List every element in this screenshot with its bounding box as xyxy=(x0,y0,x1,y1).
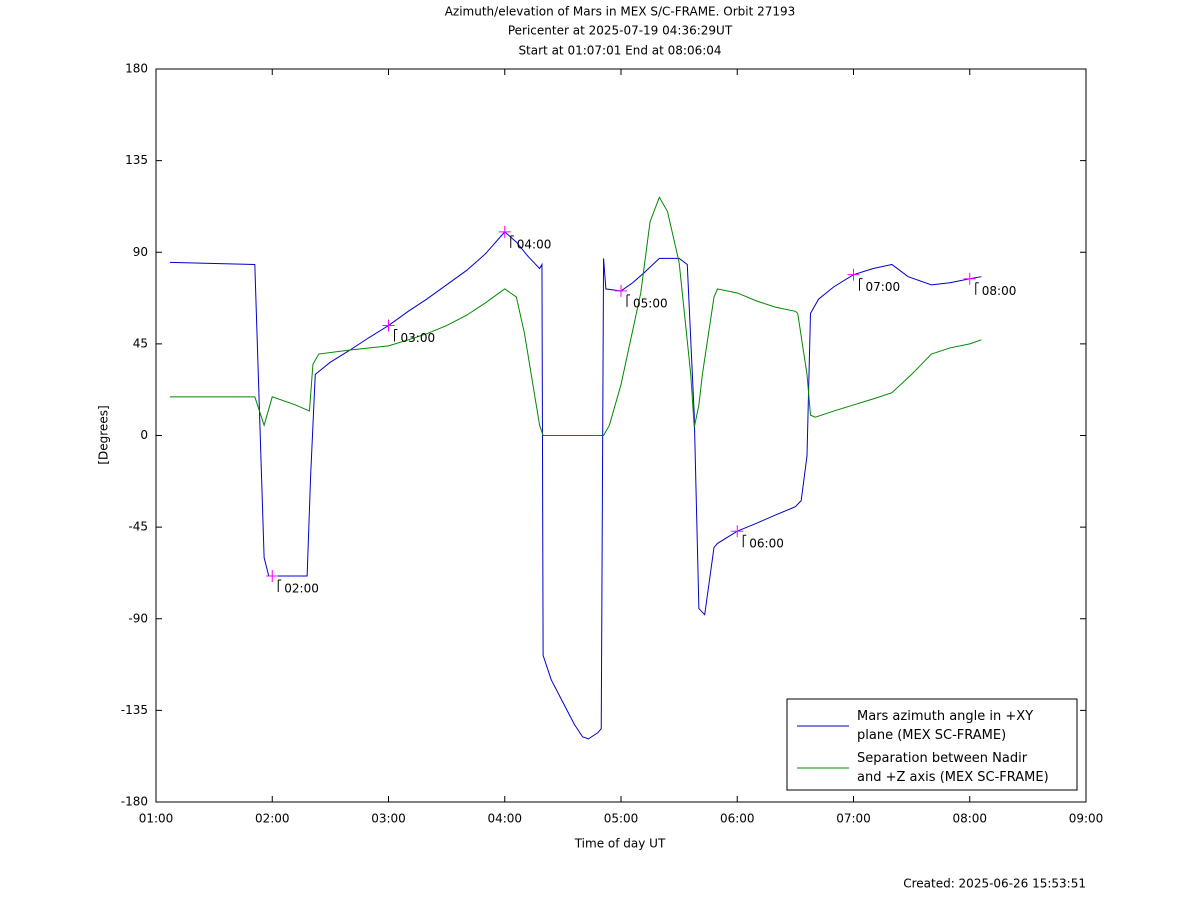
time-label: 04:00 xyxy=(517,237,552,251)
time-label: 03:00 xyxy=(401,331,436,345)
series-line xyxy=(169,196,982,436)
plot-frame xyxy=(155,68,1087,803)
legend-label: Separation between Nadir and +Z axis (ME… xyxy=(857,751,1049,785)
marker-pointer xyxy=(975,282,979,295)
title-line: Pericenter at 2025-07-19 04:36:29UT xyxy=(508,24,733,38)
title-line: Azimuth/elevation of Mars in MEX S/C-FRA… xyxy=(445,5,796,19)
x-tick-label: 05:00 xyxy=(604,812,639,826)
x-tick-label: 04:00 xyxy=(487,812,522,826)
footer: Created: 2025-06-26 15:53:51 xyxy=(903,877,1086,891)
marker-pointer xyxy=(859,278,863,291)
time-marker xyxy=(615,284,627,297)
y-axis-label: [Degrees] xyxy=(97,405,111,464)
y-tick-label: 45 xyxy=(133,336,148,350)
x-tick-label: 02:00 xyxy=(255,812,290,826)
x-tick-label: 03:00 xyxy=(371,812,406,826)
marker-pointer xyxy=(277,579,282,592)
legend-box xyxy=(786,698,1078,791)
marker-pointer xyxy=(742,534,747,548)
time-label: 08:00 xyxy=(982,284,1017,298)
x-axis-label: Time of day UT xyxy=(574,837,666,851)
x-tick-label: 08:00 xyxy=(952,812,987,826)
time-marker xyxy=(731,525,744,538)
y-tick-label: 90 xyxy=(133,245,148,259)
marker-pointer xyxy=(510,235,514,248)
y-tick-label: 180 xyxy=(125,62,148,76)
title-line: Start at 01:07:01 End at 08:06:04 xyxy=(518,44,721,58)
y-tick-label: 0 xyxy=(140,428,148,442)
marker-pointer xyxy=(626,294,630,307)
y-tick-label: -45 xyxy=(128,520,148,534)
time-marker xyxy=(963,272,976,285)
time-marker xyxy=(847,268,860,281)
legend-label: Mars azimuth angle in +XY plane (MEX SC-… xyxy=(857,709,1034,743)
y-tick-label: -135 xyxy=(121,703,148,717)
x-tick-label: 07:00 xyxy=(836,812,871,826)
x-tick-label: 06:00 xyxy=(720,812,755,826)
time-label: 05:00 xyxy=(633,296,668,310)
marker-pointer xyxy=(394,329,398,342)
time-label: 06:00 xyxy=(749,537,784,551)
time-marker xyxy=(382,319,395,332)
time-label: 02:00 xyxy=(284,581,319,595)
y-tick-label: -90 xyxy=(128,611,148,625)
time-marker xyxy=(266,569,279,582)
time-label: 07:00 xyxy=(866,280,901,294)
x-tick-label: 01:00 xyxy=(139,812,174,826)
time-marker xyxy=(498,225,511,238)
series-line xyxy=(169,231,982,740)
y-tick-label: 135 xyxy=(125,153,148,167)
y-tick-label: -180 xyxy=(121,795,148,809)
x-tick-label: 09:00 xyxy=(1069,812,1104,826)
